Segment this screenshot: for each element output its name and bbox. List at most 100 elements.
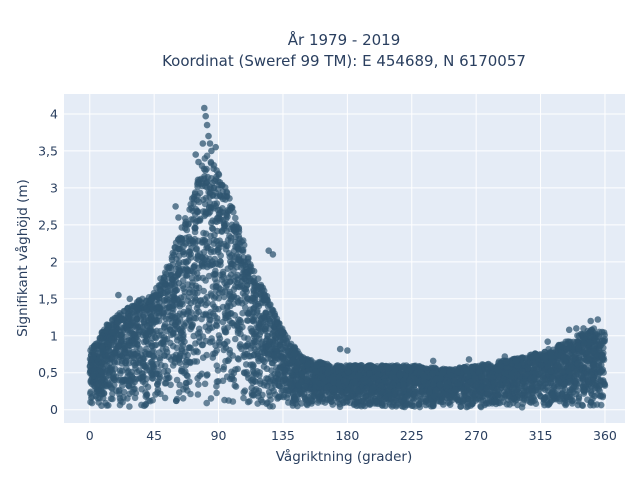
scatter-point [186, 378, 193, 385]
scatter-point [195, 391, 202, 398]
scatter-point [174, 377, 181, 384]
scatter-point [190, 333, 197, 340]
scatter-point [574, 332, 581, 339]
scatter-point [117, 370, 124, 377]
scatter-point [418, 391, 425, 398]
scatter-point [388, 396, 395, 403]
scatter-point [178, 329, 185, 336]
scatter-point [232, 336, 239, 343]
scatter-point [258, 319, 265, 326]
scatter-point [230, 398, 237, 405]
scatter-point [194, 349, 201, 356]
scatter-point [200, 196, 207, 203]
scatter-point [120, 394, 127, 401]
scatter-point [393, 403, 400, 410]
scatter-point [194, 290, 201, 297]
scatter-point [200, 288, 207, 295]
scatter-point [253, 333, 260, 340]
scatter-point [135, 337, 142, 344]
scatter-point [146, 317, 153, 324]
scatter-point [198, 316, 205, 323]
scatter-point [224, 338, 231, 345]
scatter-point [156, 349, 163, 356]
scatter-point [373, 398, 380, 405]
scatter-point [309, 398, 316, 405]
scatter-point [138, 386, 145, 393]
scatter-point [246, 398, 253, 405]
scatter-point [382, 396, 389, 403]
scatter-point [591, 325, 598, 332]
scatter-point [136, 367, 143, 374]
scatter-point [215, 242, 222, 249]
scatter-point [318, 359, 325, 366]
scatter-point [216, 290, 223, 297]
scatter-point [494, 387, 501, 394]
scatter-point [200, 354, 207, 361]
scatter-point [251, 275, 258, 282]
scatter-point [226, 233, 233, 240]
scatter-point [223, 221, 230, 228]
scatter-point [235, 356, 242, 363]
scatter-point [129, 372, 136, 379]
scatter-point [220, 366, 227, 373]
scatter-point [554, 362, 561, 369]
scatter-point [237, 343, 244, 350]
scatter-point [117, 332, 124, 339]
scatter-point [249, 328, 256, 335]
scatter-point [243, 369, 250, 376]
scatter-point [262, 294, 269, 301]
scatter-point [95, 399, 102, 406]
scatter-point [152, 391, 159, 398]
scatter-point [161, 368, 168, 375]
scatter-point [285, 349, 292, 356]
scatter-point [186, 304, 193, 311]
scatter-point [520, 378, 527, 385]
scatter-point [140, 378, 147, 385]
scatter-point [601, 336, 608, 343]
scatter-point [329, 401, 336, 408]
scatter-point [249, 311, 256, 318]
scatter-point [161, 323, 168, 330]
scatter-point [360, 388, 367, 395]
scatter-point [202, 296, 209, 303]
scatter-point [180, 386, 187, 393]
scatter-point [467, 402, 474, 409]
scatter-point [164, 264, 171, 271]
scatter-point [187, 360, 194, 367]
scatter-point [530, 390, 537, 397]
scatter-point [179, 283, 186, 290]
scatter-point [248, 377, 255, 384]
scatter-point [430, 401, 437, 408]
scatter-point [195, 208, 202, 215]
scatter-point [247, 353, 254, 360]
scatter-point [589, 391, 596, 398]
scatter-point [563, 392, 570, 399]
scatter-point [197, 250, 204, 257]
scatter-point [233, 383, 240, 390]
scatter-point [227, 279, 234, 286]
scatter-point [189, 282, 196, 289]
scatter-point [224, 304, 231, 311]
scatter-point [412, 394, 419, 401]
scatter-point [221, 397, 228, 404]
scatter-point [601, 381, 608, 388]
scatter-point [250, 305, 257, 312]
scatter-point [126, 403, 133, 410]
scatter-point [241, 389, 248, 396]
scatter-point [170, 329, 177, 336]
scatter-point [170, 353, 177, 360]
scatter-point [321, 378, 328, 385]
scatter-point [200, 230, 207, 237]
scatter-point [126, 350, 133, 357]
scatter-point [150, 353, 157, 360]
scatter-point [163, 376, 170, 383]
scatter-point [114, 319, 121, 326]
scatter-point [502, 370, 509, 377]
scatter-point [484, 364, 491, 371]
scatter-point [192, 191, 199, 198]
chart-title-line-1: År 1979 - 2019 [288, 30, 401, 49]
scatter-point [202, 381, 209, 388]
scatter-point [268, 385, 275, 392]
scatter-point [493, 401, 500, 408]
scatter-point [227, 350, 234, 357]
